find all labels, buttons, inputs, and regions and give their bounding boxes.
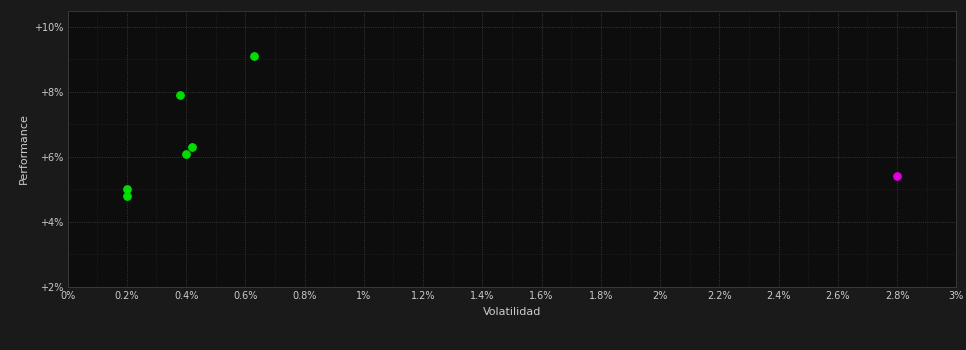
Point (185, 144, 200, 150)
Point (890, 174, 905, 179)
X-axis label: Volatilidad: Volatilidad (483, 307, 541, 317)
Point (119, 187, 134, 192)
Y-axis label: Performance: Performance (18, 113, 29, 184)
Point (173, 92, 188, 98)
Point (179, 151, 194, 156)
Point (119, 193, 134, 199)
Point (246, 53, 262, 59)
